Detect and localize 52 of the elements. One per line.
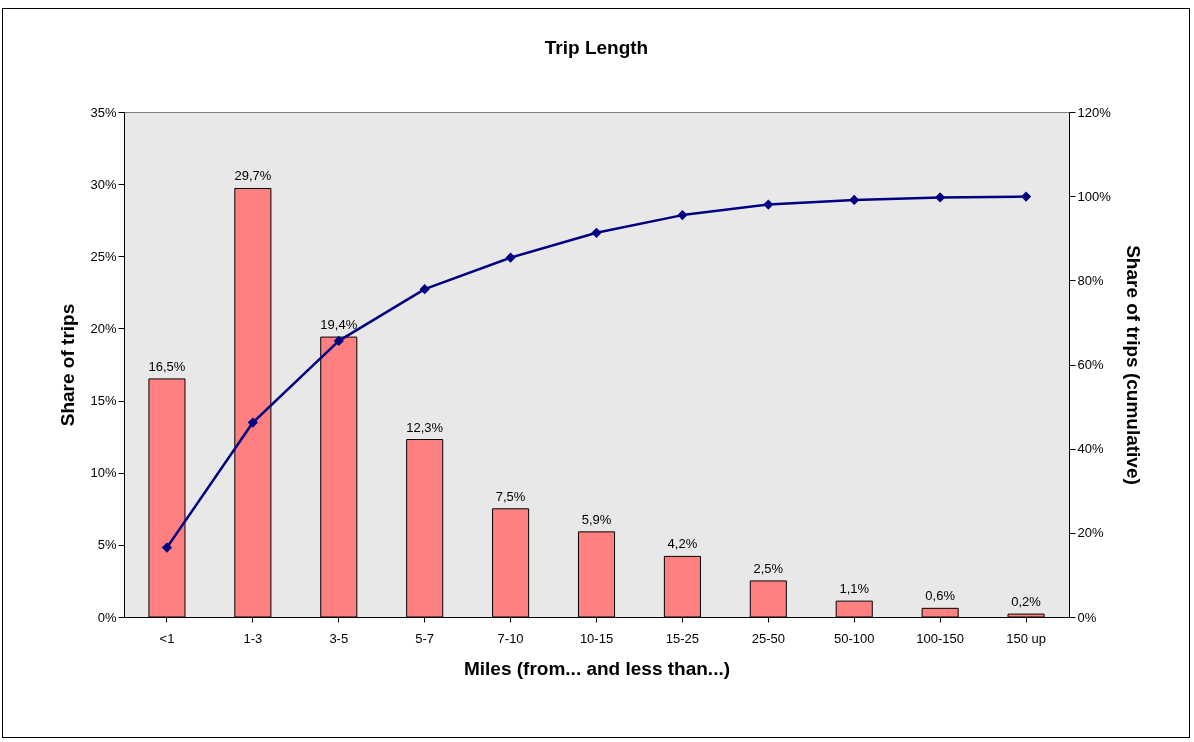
data-label: 7,5% bbox=[495, 488, 526, 504]
data-label: 1,1% bbox=[839, 581, 870, 597]
point bbox=[849, 195, 859, 205]
x-tick-label: 50-100 bbox=[833, 630, 875, 646]
x-axis-title: Miles (from... and less than...) bbox=[463, 657, 731, 679]
x-tick-label: 7-10 bbox=[497, 630, 524, 646]
data-label: 2,5% bbox=[753, 560, 784, 576]
data-label: 0,6% bbox=[925, 588, 956, 604]
y-tick-label: 5% bbox=[97, 537, 117, 553]
point bbox=[677, 210, 688, 220]
data-label: 29,7% bbox=[234, 168, 272, 184]
y2-tick-label: 120% bbox=[1077, 104, 1112, 120]
y-tick-label: 0% bbox=[97, 609, 117, 625]
point bbox=[505, 252, 516, 263]
x-tick-label: 100-150 bbox=[916, 630, 964, 646]
y2-tick-label: 0% bbox=[1077, 609, 1097, 625]
y-tick-label: 20% bbox=[90, 320, 117, 336]
x-tick-label: 1-3 bbox=[243, 630, 263, 646]
y-tick-label: 10% bbox=[90, 465, 117, 481]
y2-tick-label: 100% bbox=[1077, 188, 1112, 204]
x-tick-label: <1 bbox=[159, 630, 175, 646]
point bbox=[763, 199, 774, 210]
chart-title: Trip Length bbox=[544, 37, 649, 58]
x-tick-label: 5-7 bbox=[415, 630, 435, 646]
x-tick-label: 25-50 bbox=[751, 630, 785, 646]
point bbox=[935, 192, 945, 203]
x-tick-label: 10-15 bbox=[579, 630, 614, 646]
y-tick-label: 35% bbox=[90, 104, 117, 120]
y2-tick-label: 20% bbox=[1077, 525, 1104, 541]
point bbox=[248, 417, 258, 428]
y-tick-label: 15% bbox=[90, 393, 117, 409]
y2-tick-label: 80% bbox=[1077, 272, 1104, 288]
point bbox=[1021, 191, 1031, 202]
data-label: 19,4% bbox=[320, 317, 358, 333]
y-tick-label: 30% bbox=[90, 176, 117, 192]
data-label: 4,2% bbox=[667, 536, 698, 552]
point bbox=[162, 542, 172, 553]
y2-tick-label: 60% bbox=[1077, 357, 1104, 372]
data-label: 0,2% bbox=[1011, 594, 1042, 610]
data-label: 5,9% bbox=[581, 511, 612, 527]
y2-tick-label: 40% bbox=[1077, 441, 1104, 457]
x-tick-label: 3-5 bbox=[329, 630, 349, 646]
point bbox=[419, 284, 430, 294]
y-axis-title: Share of trips bbox=[57, 303, 79, 427]
point bbox=[334, 336, 344, 346]
x-tick-label: 150 up bbox=[1006, 630, 1046, 646]
data-label: 16,5% bbox=[148, 358, 186, 374]
y-tick-label: 25% bbox=[90, 248, 117, 264]
x-tick-label: 15-25 bbox=[665, 630, 700, 646]
y2-axis-title: Share of trips (cumulative) bbox=[1122, 245, 1144, 485]
data-label: 12,3% bbox=[406, 419, 444, 435]
point bbox=[591, 228, 602, 238]
